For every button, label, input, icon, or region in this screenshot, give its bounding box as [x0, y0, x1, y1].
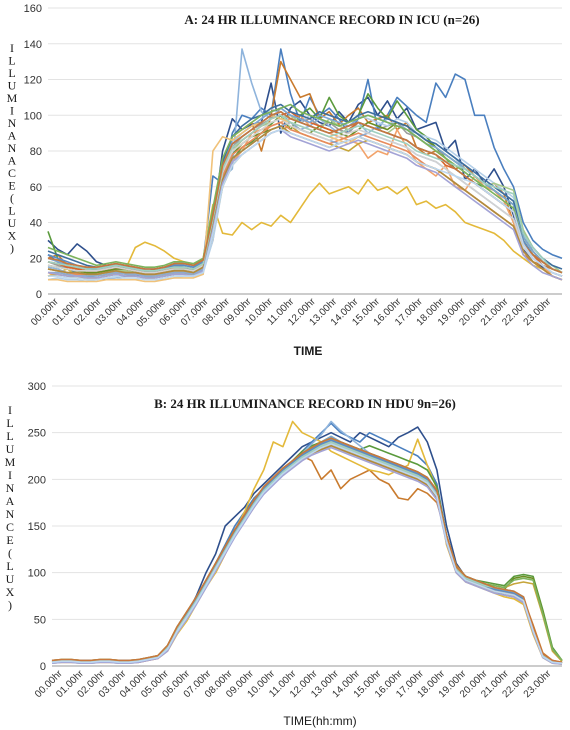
- chart-b-series-line: [52, 441, 563, 664]
- chart-a-panel: 0 20 40 60 80 100 120 140 160 00.00hr 01.00hr 02.0…: [7, 3, 563, 358]
- chart-b-series-line: [51, 439, 563, 664]
- chart-b-series-line: [52, 444, 563, 664]
- chart-a-series-line: [47, 118, 563, 277]
- chart-a-y-tick-label: 80: [30, 146, 42, 158]
- chart-b-y-tick-label: 100: [28, 568, 46, 580]
- chart-a-y-tick-label: 20: [30, 253, 42, 265]
- chart-b-series-line: [51, 437, 563, 662]
- chart-b-gridlines: [52, 385, 562, 667]
- chart-b-series-line: [51, 441, 563, 664]
- chart-b-series-line: [51, 443, 563, 664]
- chart-b-series-line: [52, 441, 563, 664]
- chart-b-series-line: [52, 444, 563, 664]
- chart-a-gridlines: [48, 7, 562, 295]
- chart-b-series-line: [51, 446, 563, 665]
- chart-a-x-tick-labels: 00.00hr01.00hr02.00hr03.00hr04.00hr05.00…: [29, 296, 554, 330]
- chart-a-series-line: [47, 125, 563, 281]
- chart-a-series-line: [48, 128, 563, 281]
- chart-a-y-tick-label: 140: [24, 39, 42, 51]
- chart-b-panel: 0 50 100 150 200 250 300 00.00hr 01.00hr 02.00hr…: [0, 374, 570, 730]
- chart-b-x-axis-label: TIME(hh:mm): [283, 714, 356, 728]
- chart-b-y-tick-label: 50: [34, 614, 46, 626]
- chart-a-series-line: [47, 128, 563, 281]
- chart-a-y-tick-label: 120: [24, 75, 42, 87]
- chart-a-y-tick-label: 160: [24, 3, 42, 15]
- chart-b-series-line: [51, 444, 563, 664]
- chart-a-series: [47, 48, 563, 283]
- chart-a-y-tick-labels: 0 20 40 60 80 100 120 140 160: [24, 3, 42, 301]
- chart-b-series-line: [52, 441, 563, 664]
- chart-b-series-line: [52, 439, 563, 664]
- chart-b-series-line: [51, 426, 563, 664]
- chart-a-series-line: [47, 114, 563, 274]
- chart-b-series-line: [51, 422, 563, 664]
- chart-a-series-line: [47, 110, 563, 274]
- chart-a-series-line: [48, 121, 563, 277]
- chart-b-series-line: [51, 444, 563, 664]
- chart-a-y-tick-label: 40: [30, 218, 42, 230]
- chart-b-y-axis-label: I L L U M I N A N C E(L U X): [5, 403, 16, 612]
- chart-a-y-tick-label: 60: [30, 182, 42, 194]
- chart-b-series-line: [51, 441, 563, 664]
- chart-a-series-line: [47, 110, 563, 277]
- chart-b-y-tick-label: 0: [40, 661, 46, 673]
- chart-a-y-tick-label: 100: [24, 110, 42, 122]
- chart-b-series-line: [51, 435, 563, 663]
- chart-b-series-line: [52, 441, 563, 662]
- chart-b-series: [51, 420, 563, 665]
- chart-b-y-tick-labels: 0 50 100 150 200 250 300: [28, 381, 46, 673]
- chart-b-series-line: [51, 443, 563, 664]
- chart-a-title: A: 24 HR ILLUMINANCE RECORD IN ICU (n=26…: [184, 12, 479, 27]
- chart-b-series-line: [51, 435, 563, 664]
- chart-b-y-tick-label: 200: [28, 474, 46, 486]
- chart-b-y-tick-label: 300: [28, 381, 46, 393]
- chart-b-series-line: [51, 441, 563, 665]
- chart-b-svg: 0 50 100 150 200 250 300 00.00hr01.00hr02.00hr…: [5, 381, 563, 728]
- chart-a-y-axis-label: I L L U M I N A N A C E(L U X): [7, 41, 18, 255]
- chart-a-series-line: [47, 178, 563, 277]
- chart-a-y-tick-label: 0: [36, 289, 42, 301]
- chart-b-x-tick-labels: 00.00hr01.00hr02.00hr03.00hr04.00hr05.00…: [33, 668, 554, 700]
- chart-a-series-line: [47, 110, 563, 274]
- chart-b-series-line: [51, 437, 563, 664]
- chart-a-svg: 0 20 40 60 80 100 120 140 160 00.00hr01.00hr02.0…: [7, 3, 563, 358]
- chart-b-y-tick-label: 150: [28, 521, 46, 533]
- chart-b-series-line: [51, 455, 563, 664]
- chart-b-y-tick-label: 250: [28, 428, 46, 440]
- chart-a-series-line: [47, 103, 563, 274]
- chart-a-series-line: [47, 125, 563, 281]
- chart-b-series-line: [51, 439, 563, 664]
- chart-a-x-axis-label: TIME: [294, 344, 323, 358]
- chart-a-series-line: [47, 48, 563, 281]
- chart-b-title: B: 24 HR ILLUMINANCE RECORD IN HDU 9n=26…: [154, 396, 456, 411]
- chart-a-series-line: [47, 48, 563, 277]
- chart-a-series-line: [47, 60, 563, 274]
